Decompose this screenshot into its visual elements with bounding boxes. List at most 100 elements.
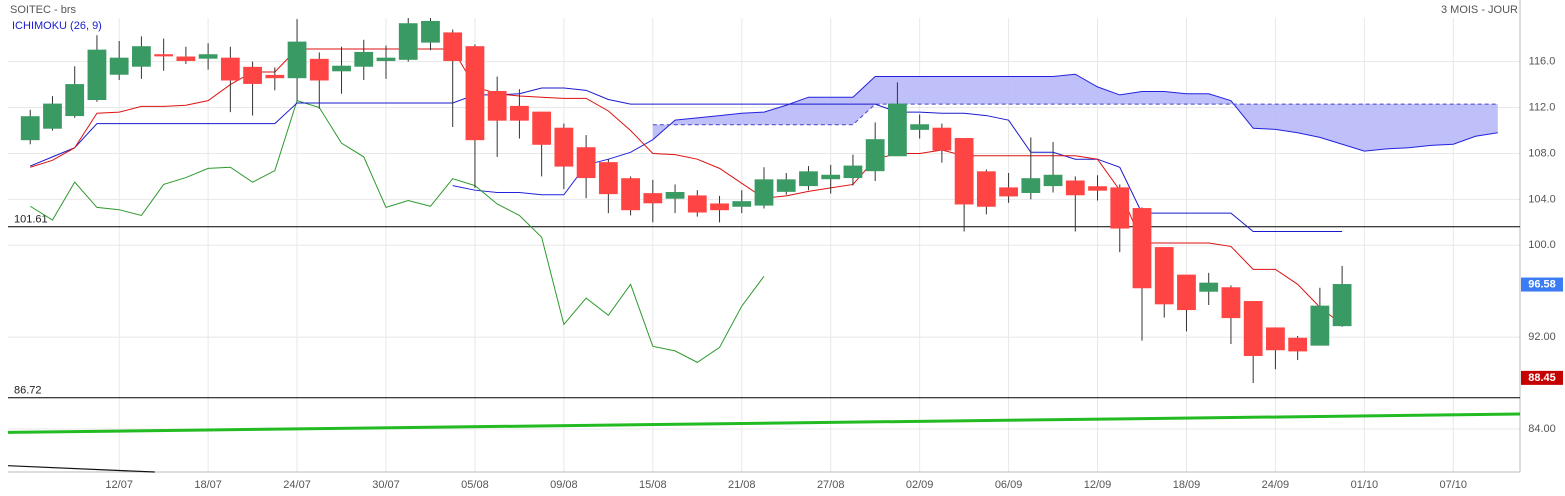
y-tick-label: 108.0 [1528, 147, 1556, 159]
candle-body [1221, 287, 1241, 319]
candle-body [65, 84, 85, 117]
ichimoku-cloud [652, 74, 1498, 152]
candle-body [554, 127, 574, 167]
y-tick-label: 116.0 [1529, 56, 1556, 68]
candle-body [1065, 180, 1085, 196]
y-tick-label: 84.00 [1528, 423, 1556, 435]
candle-body [265, 74, 285, 79]
x-tick-label: 07/10 [1440, 479, 1468, 491]
candle-body [109, 57, 129, 75]
candle-body [354, 51, 374, 67]
candle-body [465, 46, 485, 141]
candle-body [443, 32, 463, 61]
candle-body [1021, 178, 1041, 193]
candle-body [710, 203, 729, 211]
price-badge [1521, 370, 1563, 385]
candle-body [1310, 305, 1330, 346]
y-tick-label: 100.0 [1528, 239, 1556, 251]
y-tick-label: 92.00 [1528, 331, 1556, 343]
x-tick-label: 24/07 [283, 479, 311, 491]
candle-body [821, 174, 841, 180]
chart-title: SOITEC - brs [10, 4, 77, 16]
indicator-label: ICHIMOKU (26, 9) [12, 20, 102, 32]
candle-body [1332, 284, 1352, 327]
candle-body [1288, 337, 1308, 352]
candle-body [510, 105, 529, 121]
candle-body [1088, 186, 1107, 191]
candle-body [999, 187, 1018, 197]
candle-body [43, 103, 62, 129]
candle-body [687, 195, 707, 213]
candle-body [20, 116, 40, 141]
candle-body [287, 41, 307, 79]
candle-body [309, 58, 329, 81]
candle-body [576, 147, 596, 179]
candle-body [1132, 208, 1152, 289]
candle-body [598, 162, 618, 195]
x-tick-label: 15/08 [639, 479, 667, 491]
x-tick-label: 30/07 [372, 479, 400, 491]
candle-body [643, 193, 663, 204]
x-tick-label: 18/09 [1173, 479, 1201, 491]
x-tick-label: 02/09 [906, 479, 934, 491]
price-badge-label: 88.45 [1528, 372, 1556, 384]
candle-body [732, 201, 752, 207]
candle-body [198, 54, 218, 59]
trend-line [7, 412, 1521, 434]
candle-body [776, 179, 796, 192]
candle-body [621, 178, 640, 211]
candle-body [754, 179, 774, 206]
candle-body [487, 90, 507, 121]
x-tick-label: 09/08 [550, 479, 578, 491]
x-tick-label: 12/07 [105, 479, 133, 491]
candle-body [532, 111, 552, 145]
x-tick-label: 12/09 [1084, 479, 1112, 491]
candle-body [421, 20, 440, 43]
candle-body [176, 56, 196, 61]
candle-body [376, 57, 396, 61]
candle-body [1243, 301, 1263, 356]
candle-body [910, 124, 930, 130]
price-badge [1521, 277, 1563, 292]
candle-body [888, 103, 907, 157]
candle-body [954, 138, 974, 205]
candle-body [1266, 327, 1285, 351]
candle-body [87, 49, 107, 101]
candle-body [220, 57, 240, 81]
x-tick-label: 27/08 [817, 479, 845, 491]
x-tick-label: 06/09 [995, 479, 1023, 491]
x-tick-label: 01/10 [1351, 479, 1379, 491]
candle-body [843, 165, 863, 179]
candle-body [154, 54, 174, 57]
senkou_a-line [452, 73, 1498, 196]
level-label: 86.72 [14, 385, 42, 397]
level-label: 101.61 [14, 214, 48, 226]
y-tick-label: 104.0 [1528, 193, 1556, 205]
candle-body [243, 66, 262, 84]
candle-body [665, 191, 685, 199]
candle-body [799, 171, 818, 187]
candle-body [1110, 187, 1130, 229]
period-label: 3 MOIS - JOUR [1441, 4, 1518, 16]
price-badge-label: 96.58 [1528, 278, 1556, 290]
candle-body [1043, 174, 1063, 187]
candle-body [398, 23, 418, 60]
x-tick-label: 05/08 [461, 479, 489, 491]
candle-body [132, 46, 151, 67]
chikou-line [29, 100, 765, 363]
candle-body [976, 171, 996, 207]
x-tick-label: 21/08 [728, 479, 756, 491]
x-tick-label: 24/09 [1262, 479, 1290, 491]
y-tick-label: 112.0 [1529, 101, 1556, 113]
candle-body [932, 127, 952, 151]
candle-body [865, 139, 885, 172]
kijun-line [30, 87, 1343, 233]
candle-body [1199, 282, 1219, 292]
candle-body [332, 65, 351, 72]
candle-body [1177, 274, 1196, 311]
senkou_b-line [652, 103, 1498, 126]
trend-line [7, 465, 155, 473]
candle-body [1154, 247, 1174, 305]
x-tick-label: 18/07 [194, 479, 222, 491]
